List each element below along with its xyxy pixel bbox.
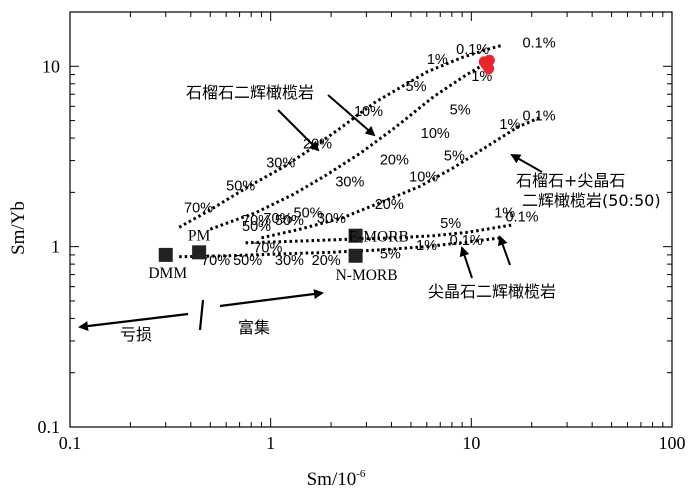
x-tick-label: 1 [266,433,275,453]
melting-trend-line [245,223,513,245]
source-label: DMM [148,265,187,282]
source-marker [348,228,363,243]
melting-percent-label: 50% [294,206,323,222]
melting-percent-label: 30% [266,155,295,171]
melting-percent-label: 70% [184,200,213,216]
melting-percent-label: 1% [427,52,448,68]
garnet-spinel-label-line2: 二辉橄榄岩(50:50) [522,191,661,210]
depleted-enriched-divider [198,299,205,331]
melting-percent-label: 30% [317,211,346,227]
melting-percent-label: 10% [354,104,383,120]
melting-trend-labels: 70%50%30%20%10%5%1%0.1% 0.1%50%70% 50%30%2… [184,36,556,270]
melting-percent-label: 10% [421,126,450,142]
melting-percent-label: 20% [380,153,409,169]
melting-percent-label: 1% [494,206,515,222]
enriched-label: 富集 [238,318,270,337]
melting-percent-label: 5% [406,79,427,95]
sample-point [483,54,495,66]
spinel-lherzolite-arrow-2 [497,235,511,266]
melting-percent-label: 20% [375,197,404,213]
melting-percent-label: 50% [275,213,304,229]
x-axis-title-sup: -6 [356,468,366,480]
melting-percent-label: 70% [242,213,271,229]
melting-percent-label: 5% [380,246,401,262]
melting-percent-label: 70% [201,253,230,269]
source-marker [348,248,363,263]
x-tick-label: 10 [462,433,480,453]
spinel-lherzolite-arrow [459,246,473,279]
melting-percent-label: 20% [312,253,341,269]
melting-percent-label: 0.1% [523,109,556,125]
source-label: N-MORB [336,267,398,284]
x-axis-title: Sm/10-6 [307,468,366,490]
y-tick-label: 0.1 [38,417,61,437]
melting-percent-label: 70% [263,211,292,227]
y-axis-title: Sm/Yb [8,201,29,255]
melting-percent-label: 0.1% [450,233,483,249]
depleted-arrow [78,312,189,332]
x-tick-label: 100 [659,433,686,453]
garnet-lherzolite-arrow [277,109,320,152]
garnet-spinel-arrow [510,154,543,173]
garnet-spinel-label-line1: 石榴石+尖晶石 [516,171,625,190]
melting-percent-label: 0.1% [523,36,556,52]
y-tick-label: 10 [42,56,60,76]
melting-percent-label: 0.1% [456,42,489,58]
depleted-label: 亏损 [120,325,152,344]
melting-percent-label: 50% [226,178,255,194]
source-label: E-MORB [349,229,409,246]
source-marker [158,247,173,262]
enriched-arrow [219,289,324,308]
garnet-lherzolite-arrow-2 [327,94,376,137]
axis-ticks [69,11,673,428]
x-axis-title-main: Sm/10 [307,469,357,490]
melting-percent-label: 50% [233,253,262,269]
source-marker [192,245,207,260]
melting-trend-line [178,44,502,229]
melting-percent-label: 5% [440,216,461,232]
melting-percent-label: 10% [409,169,438,185]
melting-percent-label: 1% [499,117,520,133]
axis-tick-labels: 0.1 1 10 100 0.1 1 10 [38,56,686,453]
source-points: DMM PM E-MORB N-MORB [148,227,409,283]
melting-percent-label: 50% [242,219,271,235]
source-label: PM [188,227,211,244]
melting-percent-label: 1% [416,238,437,254]
x-tick-label: 0.1 [59,433,82,453]
spinel-lherzolite-label: 尖晶石二辉橄榄岩 [428,282,556,301]
melting-percent-label: 30% [275,253,304,269]
melting-trend-line [209,61,488,231]
melting-percent-label: 5% [444,149,465,165]
garnet-lherzolite-label: 石榴石二辉橄榄岩 [186,83,314,102]
melting-percent-label: 70% [253,240,282,256]
y-tick-label: 1 [51,237,60,257]
plot-frame [69,11,673,428]
melting-percent-label: 0.1% [505,209,538,225]
melting-percent-label: 30% [335,175,364,191]
melting-trend-line [261,116,541,240]
melting-percent-label: 5% [450,103,471,119]
sample-points [478,54,495,75]
